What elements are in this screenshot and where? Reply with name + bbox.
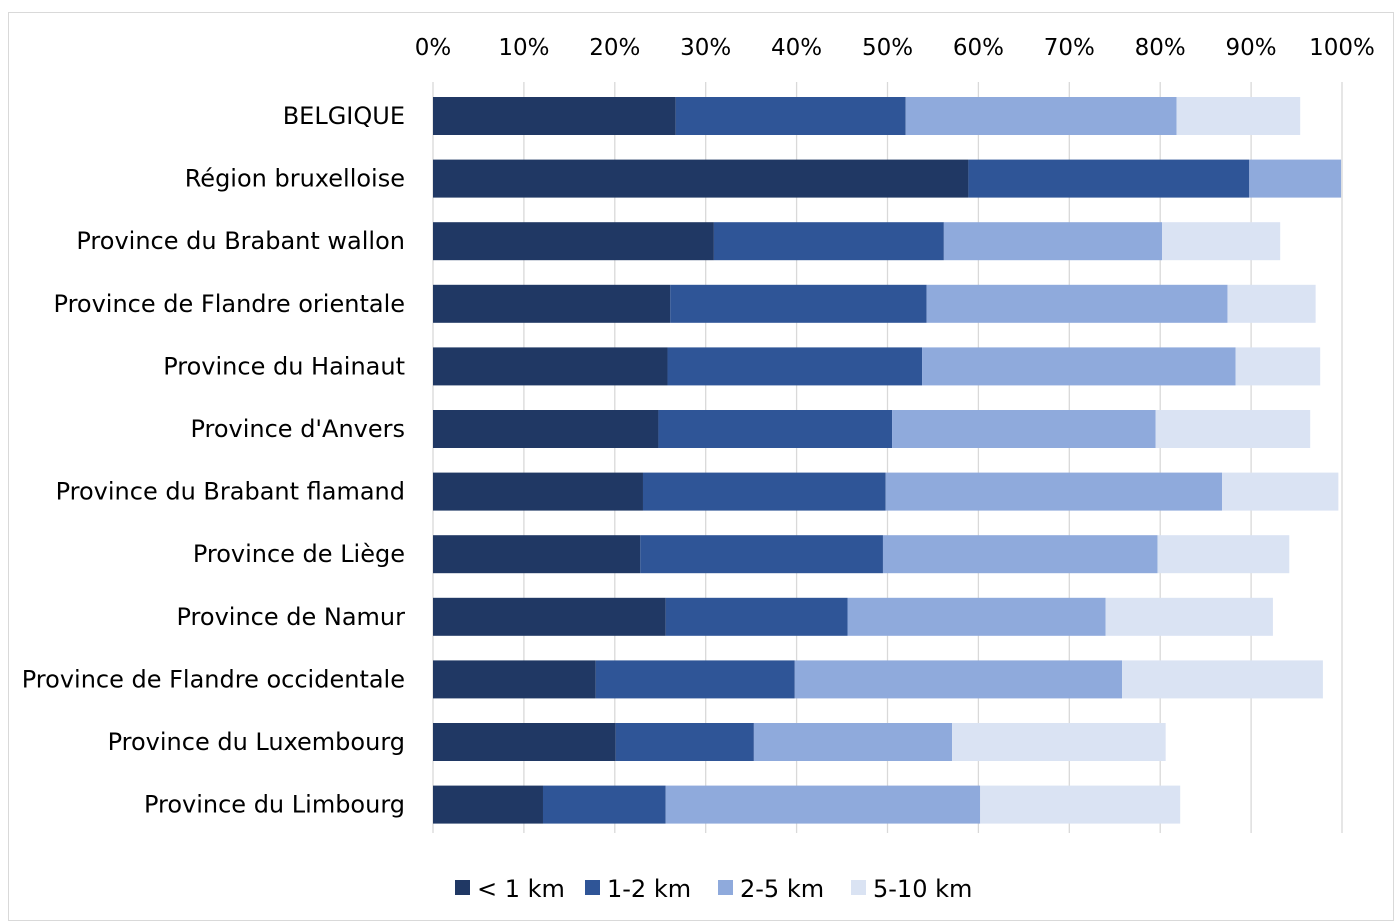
- category-label: Région bruxelloise: [185, 165, 405, 193]
- category-label: Province de Flandre orientale: [54, 290, 405, 318]
- bar-segment: [794, 660, 1123, 699]
- bar-segment: [926, 284, 1228, 323]
- bar-segment: [980, 785, 1181, 824]
- legend-label: < 1 km: [477, 875, 565, 903]
- bar-segment: [433, 535, 641, 574]
- bar-segment: [670, 284, 927, 323]
- bar-segment: [892, 410, 1156, 448]
- bar-segment: [1222, 472, 1339, 511]
- bar-segment: [433, 97, 676, 135]
- bar-segment: [595, 660, 795, 699]
- bar-segment: [905, 97, 1177, 135]
- bar-segment: [615, 723, 754, 761]
- legend: < 1 km 1-2 km 2-5 km 5-10 km: [455, 875, 972, 903]
- bar-segment: [433, 284, 671, 323]
- bar-segment: [433, 222, 714, 261]
- x-tick-label: 0%: [415, 35, 452, 61]
- bar-segment: [1155, 410, 1311, 448]
- bar-segment: [433, 660, 596, 699]
- legend-label: 2-5 km: [740, 875, 824, 903]
- bar-segment: [847, 597, 1106, 636]
- x-tick-label: 20%: [589, 35, 640, 61]
- x-tick-label: 80%: [1135, 35, 1186, 61]
- category-label: Province d'Anvers: [190, 415, 405, 443]
- legend-label: 1-2 km: [607, 875, 691, 903]
- bar-segment: [1162, 222, 1281, 261]
- x-axis-ticks: 0% 10% 20% 30% 40% 50% 60% 70% 80% 90% 100%: [415, 35, 1375, 61]
- category-label: Province de Liège: [193, 540, 405, 568]
- x-tick-label: 10%: [498, 35, 549, 61]
- bar-segment: [943, 222, 1163, 261]
- category-label: Province du Luxembourg: [108, 728, 405, 756]
- bars: [433, 97, 1342, 824]
- legend-label: 5-10 km: [873, 875, 972, 903]
- category-label: Province de Flandre occidentale: [22, 665, 405, 693]
- bar-segment: [433, 472, 643, 511]
- bar-segment: [433, 410, 659, 448]
- bar-segment: [1227, 284, 1316, 323]
- x-tick-label: 90%: [1226, 35, 1277, 61]
- bar-segment: [433, 347, 668, 386]
- bar-segment: [882, 535, 1158, 574]
- bar-segment: [922, 347, 1236, 386]
- bar-segment: [1122, 660, 1323, 699]
- bar-segment: [640, 535, 883, 574]
- bar-segment: [675, 97, 906, 135]
- category-label: Province du Brabant flamand: [56, 478, 405, 506]
- category-label: Province de Namur: [177, 603, 406, 631]
- category-label: Province du Limbourg: [144, 791, 405, 819]
- bar-segment: [968, 159, 1250, 198]
- bar-segment: [753, 723, 953, 761]
- legend-swatch: [718, 880, 733, 895]
- x-tick-label: 60%: [953, 35, 1004, 61]
- category-label: BELGIQUE: [283, 102, 405, 130]
- bar-segment: [433, 785, 543, 824]
- category-labels: BELGIQUE Région bruxelloise Province du Br…: [22, 102, 405, 819]
- category-label: Province du Hainaut: [163, 352, 405, 380]
- bar-segment: [885, 472, 1223, 511]
- bar-segment: [658, 410, 893, 448]
- bar-segment: [667, 347, 923, 386]
- x-tick-label: 40%: [771, 35, 822, 61]
- bar-segment: [713, 222, 944, 261]
- category-label: Province du Brabant wallon: [76, 227, 405, 255]
- x-tick-label: 50%: [862, 35, 913, 61]
- bar-segment: [542, 785, 666, 824]
- x-tick-label: 30%: [680, 35, 731, 61]
- legend-swatch: [585, 880, 600, 895]
- bar-segment: [433, 159, 969, 198]
- bar-segment: [1249, 159, 1342, 198]
- bar-segment: [665, 597, 848, 636]
- bar-segment: [1157, 535, 1290, 574]
- bar-segment: [665, 785, 981, 824]
- legend-swatch: [455, 880, 470, 895]
- bar-segment: [642, 472, 886, 511]
- bar-segment: [952, 723, 1166, 761]
- bar-segment: [1235, 347, 1321, 386]
- bar-segment: [1105, 597, 1273, 636]
- bar-segment: [433, 597, 666, 636]
- bar-segment: [433, 723, 616, 761]
- legend-swatch: [851, 880, 866, 895]
- x-tick-label: 100%: [1309, 35, 1375, 61]
- gridlines: [432, 82, 1343, 833]
- x-tick-label: 70%: [1044, 35, 1095, 61]
- bar-segment: [1176, 97, 1301, 135]
